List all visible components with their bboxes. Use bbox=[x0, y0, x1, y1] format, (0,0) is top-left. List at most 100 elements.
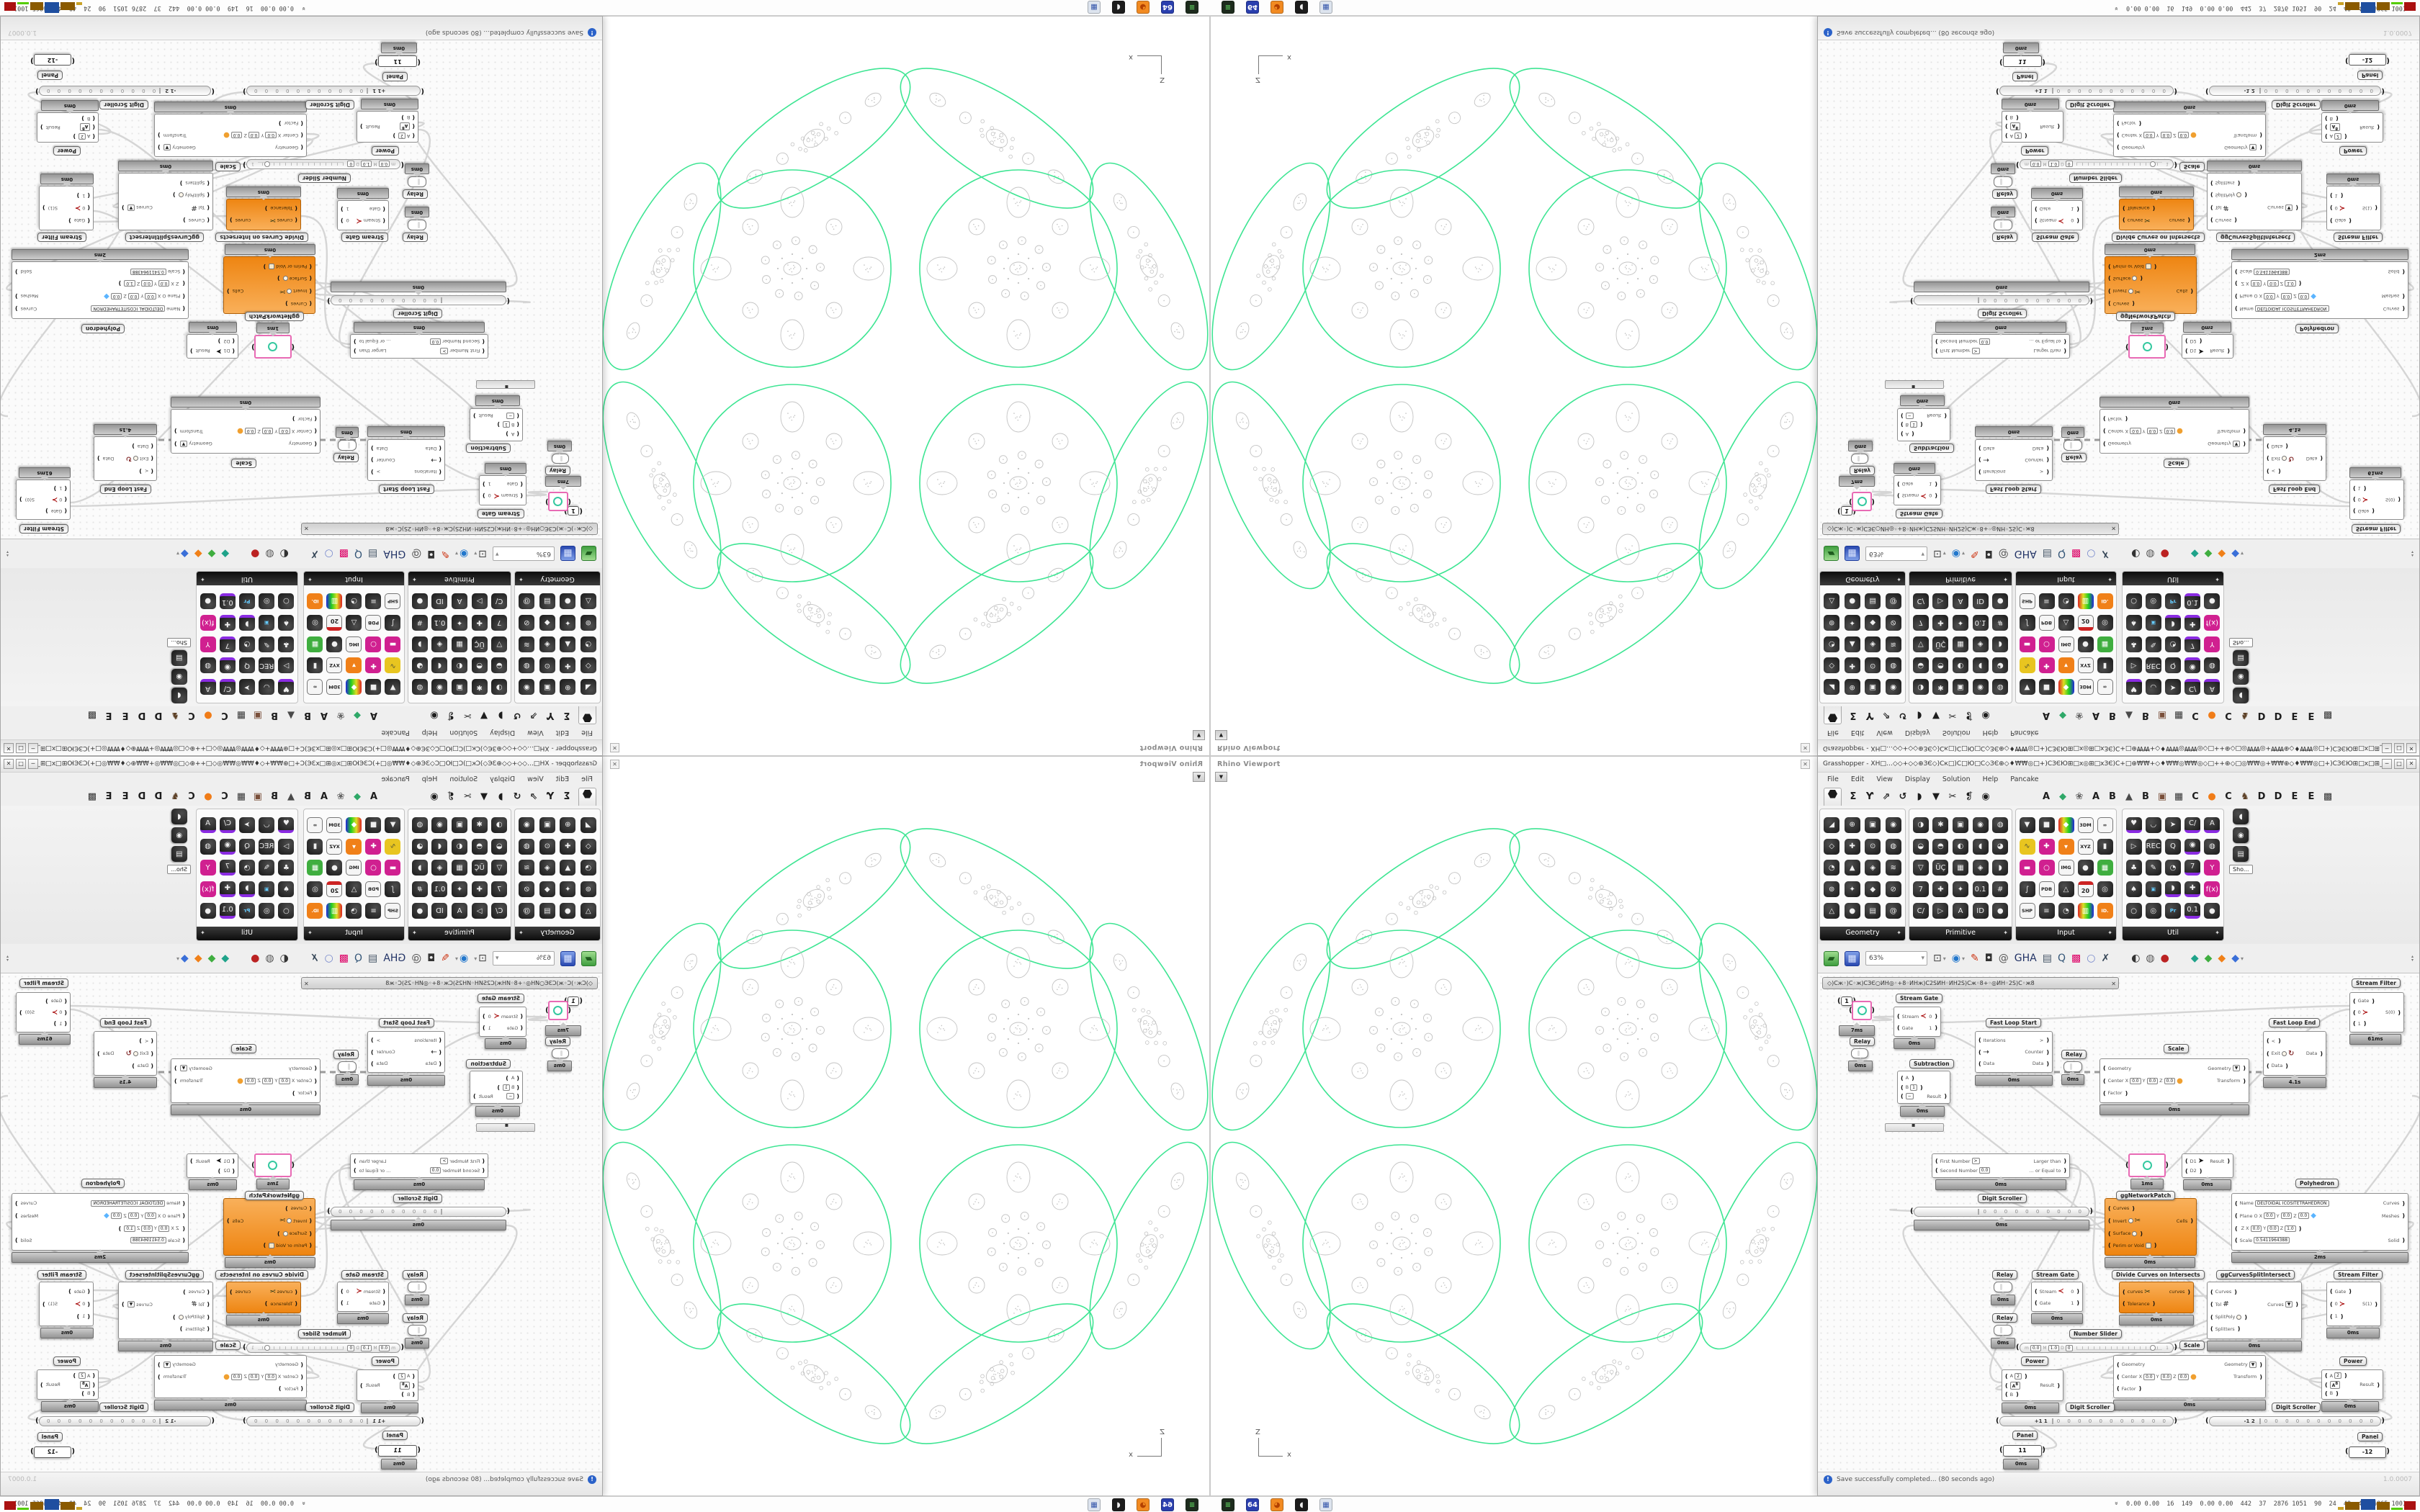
panel-footer[interactable]: Input ✦ bbox=[304, 927, 404, 940]
toolbar-icon-12[interactable]: ◍ bbox=[2146, 953, 2155, 964]
component-icon[interactable]: ▣ bbox=[1952, 679, 1968, 696]
node-tag[interactable]: Power bbox=[53, 146, 81, 156]
node-tag[interactable]: ggCurvesSplitIntersect bbox=[125, 233, 204, 242]
value-box[interactable]: 0.0 bbox=[145, 1212, 156, 1220]
collapsed-group-bar[interactable]: ◇)Сж◦)С◦ж)СЗЄ○ИН◎◦+8◦ИНж)С2SИН◦ИН2S)Сж◦8… bbox=[301, 523, 598, 535]
node-tag[interactable]: Scale bbox=[2179, 1341, 2205, 1350]
component-icon[interactable]: 7 bbox=[1912, 881, 1929, 898]
component-icon[interactable]: ▣ bbox=[2145, 614, 2161, 631]
component-tab-18[interactable]: ▦ bbox=[236, 710, 246, 721]
component-icon[interactable]: ⊕ bbox=[560, 679, 576, 696]
component-icon[interactable]: ● bbox=[1992, 593, 2009, 609]
maximize-button[interactable]: □ bbox=[2394, 743, 2404, 753]
value-box[interactable]: 0.0 bbox=[158, 1225, 170, 1232]
toggle-circle[interactable] bbox=[133, 1050, 139, 1056]
panel-expand-icon[interactable]: ✦ bbox=[519, 576, 524, 582]
component-icon[interactable]: ▷ bbox=[2125, 838, 2142, 855]
value-box[interactable]: 1 bbox=[503, 421, 510, 428]
component-icon[interactable]: ◓ bbox=[1932, 657, 1949, 674]
node-tag[interactable]: Relay bbox=[2061, 1050, 2087, 1059]
network-patch-node[interactable] bbox=[254, 1153, 292, 1177]
component-icon[interactable]: ▮ bbox=[2097, 657, 2113, 674]
dropdown-arrow-icon[interactable]: ▾ bbox=[176, 955, 180, 962]
value-box[interactable]: 0.0 bbox=[230, 1373, 243, 1380]
component-icon[interactable]: # bbox=[411, 881, 428, 898]
component-icon[interactable]: ID. bbox=[307, 593, 323, 609]
component-icon[interactable]: IMG bbox=[346, 860, 362, 876]
component-icon[interactable]: ∿ bbox=[2019, 838, 2035, 855]
component-icon[interactable]: ▽ bbox=[491, 860, 508, 876]
component-icon[interactable]: REC bbox=[259, 657, 275, 674]
gh-component[interactable]: AB1−Result bbox=[1897, 1071, 1950, 1104]
component-icon[interactable]: 3DM bbox=[2077, 816, 2094, 833]
component-tab-13[interactable]: A bbox=[2092, 791, 2100, 802]
component-icon[interactable]: ◒ bbox=[1912, 657, 1929, 674]
value-box[interactable]: − bbox=[1905, 412, 1914, 419]
network-patch-node[interactable] bbox=[2128, 335, 2166, 359]
digit-scroller-widget[interactable]: -1 20 0 0 0 0 0 0 0 0 0 0 bbox=[39, 1416, 211, 1426]
component-icon[interactable]: ⊚ bbox=[580, 881, 596, 898]
component-icon[interactable]: ▲ bbox=[560, 636, 576, 652]
component-icon[interactable]: ◔ bbox=[2058, 903, 2074, 919]
component-tab-15[interactable]: ▲ bbox=[2125, 791, 2133, 802]
component-tab-2[interactable]: Ƴ bbox=[1865, 791, 1874, 802]
value-box[interactable]: 0.0 bbox=[127, 1212, 140, 1220]
menu-edit[interactable]: Edit bbox=[555, 775, 570, 783]
component-icon[interactable]: ▲ bbox=[560, 860, 576, 876]
window-title[interactable]: Grasshopper - XH□…◇◇+◇◇⊕ЗЄ◇)Ск□)С□Ю□С◇ЗЄ… bbox=[1, 739, 602, 755]
value-box[interactable]: 0.0 bbox=[2160, 132, 2172, 139]
component-tab-8[interactable]: ❡ bbox=[447, 710, 455, 721]
node-tag[interactable]: Digit Scroller bbox=[2272, 100, 2321, 109]
gh-component[interactable]: CurvesTol#Curves▼SplitPolySplitters bbox=[2207, 1282, 2302, 1339]
component-icon[interactable]: ◍ bbox=[200, 838, 216, 855]
node-tag[interactable]: Panel bbox=[382, 72, 408, 81]
component-tab-2[interactable]: Ƴ bbox=[1865, 710, 1874, 721]
component-icon[interactable]: ✚ bbox=[2038, 838, 2055, 855]
component-icon[interactable]: ✚ bbox=[2184, 881, 2201, 898]
component-icon[interactable]: Y bbox=[2204, 860, 2220, 876]
toolbar-icon-0[interactable]: ⊡ bbox=[478, 953, 487, 964]
component-tab-23[interactable]: D bbox=[2257, 791, 2266, 802]
component-icon[interactable]: ÜÇ bbox=[471, 860, 488, 876]
component-icon[interactable]: ◈ bbox=[431, 860, 448, 876]
flyout-icon[interactable]: ▤ bbox=[2233, 846, 2249, 862]
value-box[interactable]: ▼ bbox=[179, 440, 188, 447]
gh-component[interactable]: Gate0≻S(0)1 bbox=[2349, 480, 2404, 520]
component-icon[interactable]: # bbox=[1992, 614, 2009, 631]
toolbar-icon-11[interactable]: ◐ bbox=[2131, 953, 2141, 964]
gh-component[interactable]: Gate0≻S(1)1 bbox=[2326, 1282, 2381, 1326]
component-tab-9[interactable]: ◉ bbox=[430, 710, 439, 721]
component-tab-12[interactable]: ❀ bbox=[2075, 710, 2084, 721]
gh-component[interactable]: D1➤ResultD2 bbox=[2182, 1153, 2233, 1178]
component-icon[interactable]: ▤ bbox=[539, 593, 555, 609]
component-icon[interactable]: C/ bbox=[491, 903, 508, 919]
menu-pancake[interactable]: Pancake bbox=[381, 775, 410, 783]
panel-footer[interactable]: Primitive ✦ bbox=[408, 572, 511, 585]
component-tab-12[interactable]: ❀ bbox=[336, 791, 345, 802]
node-tag[interactable]: Panel bbox=[2012, 1431, 2038, 1440]
node-tag[interactable]: Digit Scroller bbox=[99, 1403, 148, 1412]
gh-component[interactable]: Stream≺0Gate1 bbox=[337, 200, 389, 230]
component-icon[interactable]: ID. bbox=[2097, 593, 2113, 609]
component-icon[interactable]: △ bbox=[2058, 614, 2074, 631]
component-icon[interactable]: ▽ bbox=[491, 636, 508, 652]
component-tab-2[interactable]: Ƴ bbox=[546, 791, 555, 802]
toolbar-icon-14[interactable]: ◆ bbox=[221, 548, 230, 559]
menu-help[interactable]: Help bbox=[1982, 775, 1999, 783]
dropdown-arrow-icon[interactable]: ▾ bbox=[455, 955, 459, 962]
rhino-viewport[interactable]: Rhino Viewport ▼ ✕ Z x bbox=[603, 756, 1210, 1496]
value-box[interactable]: 2 bbox=[2015, 1372, 2022, 1380]
panel-footer[interactable]: Primitive ✦ bbox=[1909, 572, 2012, 585]
component-icon[interactable]: 20 bbox=[2077, 614, 2094, 631]
relay-node[interactable] bbox=[552, 454, 569, 464]
gh-component[interactable]: Gate0≻S(0)1 bbox=[2349, 992, 2404, 1032]
component-icon[interactable]: A bbox=[452, 903, 468, 919]
toolbar-icon-9[interactable]: ○ bbox=[324, 953, 333, 964]
menu-pancake[interactable]: Pancake bbox=[2010, 729, 2039, 737]
value-box[interactable]: 0.0 bbox=[2143, 132, 2155, 139]
component-icon[interactable]: ♥ bbox=[2125, 679, 2142, 696]
component-tab-25[interactable]: E bbox=[122, 710, 129, 721]
